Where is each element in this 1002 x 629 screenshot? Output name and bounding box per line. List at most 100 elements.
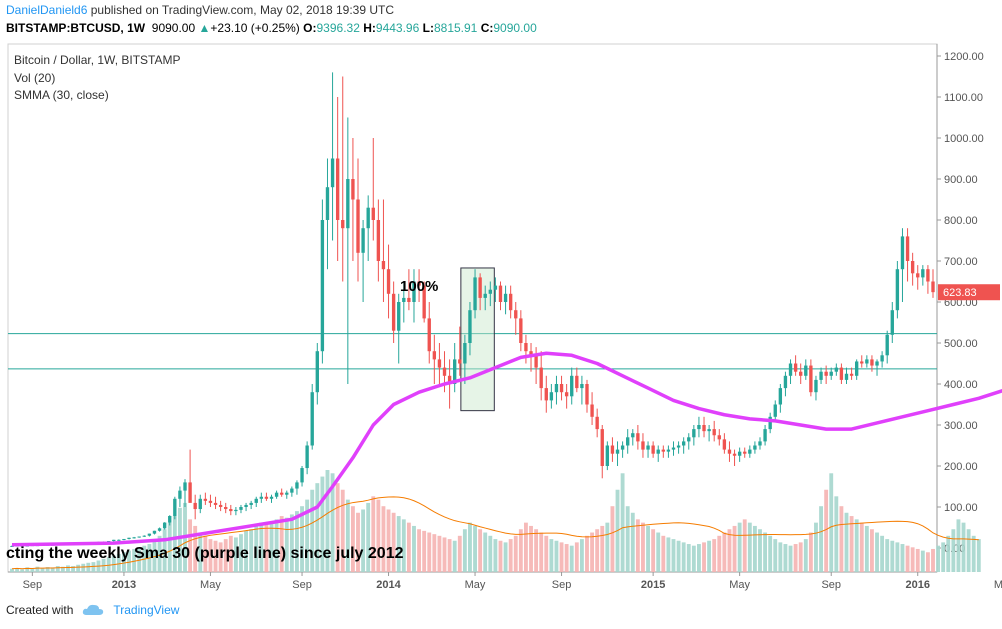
volume-bar [228, 535, 233, 572]
y-tick-label: 700.00 [944, 256, 978, 268]
candle-body [427, 318, 431, 352]
candle-body [112, 539, 116, 542]
candle-body [366, 207, 370, 229]
y-tick-label: 1100.00 [944, 92, 983, 104]
volume-bar [437, 535, 442, 572]
candle-body [442, 367, 447, 376]
candle-body [168, 516, 172, 523]
volume-bar [605, 522, 610, 572]
volume-bar [116, 553, 121, 572]
candle-body [447, 375, 452, 384]
candle-body [376, 220, 381, 261]
x-tick-label: 2014 [376, 579, 401, 591]
author-link[interactable]: DanielDanield6 [6, 3, 88, 17]
x-tick-label: Sep [821, 579, 841, 591]
candle-body [895, 269, 900, 311]
volume-bar [86, 562, 91, 572]
volume-bar [544, 535, 549, 572]
candle-body [585, 384, 589, 405]
candle-body [295, 482, 299, 489]
candle-body [142, 535, 146, 537]
volume-bar [534, 529, 539, 572]
volume-bar [839, 506, 844, 572]
candle-body [646, 445, 650, 450]
candle-body [458, 359, 462, 364]
volume-bar [646, 525, 650, 572]
candle-body [885, 334, 889, 356]
volume-bar [666, 537, 671, 572]
volume-bar [798, 542, 803, 572]
candle-body [280, 492, 284, 495]
x-tick-label: 2016 [905, 579, 929, 591]
candle-body [931, 281, 935, 293]
volume-bar [66, 565, 70, 572]
candle-body [208, 500, 213, 503]
candle-body [264, 496, 269, 499]
volume-bar [381, 506, 386, 572]
volume-bar [356, 512, 360, 572]
volume-bar [763, 532, 768, 572]
volume-bar [890, 540, 895, 572]
volume-bar [132, 548, 137, 572]
candle-body [320, 220, 325, 352]
volume-bar [783, 544, 788, 572]
candle-body [300, 468, 304, 483]
candle-body [432, 351, 437, 360]
volume-bar [493, 539, 498, 572]
x-tick-label: Sep [292, 579, 312, 591]
volume-bar [722, 532, 727, 572]
volume-bar [697, 544, 701, 572]
candle-body [814, 379, 818, 393]
candle-body [310, 392, 314, 446]
low-value: 8815.91 [433, 21, 478, 35]
volume-bar [752, 525, 757, 572]
volume-bar [625, 506, 630, 572]
candle-body [417, 281, 421, 286]
tradingview-link[interactable]: TradingView [113, 603, 180, 617]
volume-bar [50, 567, 55, 572]
volume-bar [167, 522, 172, 572]
smma-legend: SMMA (30, close) [14, 88, 109, 102]
candle-body [391, 293, 396, 331]
candle-body [809, 365, 813, 393]
candle-body [259, 496, 264, 499]
volume-bar [671, 539, 676, 572]
candle-body [666, 449, 671, 452]
volume-bar [488, 535, 493, 572]
volume-bar [279, 516, 284, 572]
volume-bar [747, 522, 752, 572]
candle-body [570, 375, 574, 397]
candle-body [117, 539, 121, 541]
candle-body [758, 441, 762, 446]
candle-body [580, 384, 584, 389]
x-tick-label: Sep [23, 579, 43, 591]
volume-bar [641, 522, 645, 572]
volume-bar [432, 534, 437, 572]
volume-bar [172, 516, 177, 572]
candle-body [875, 361, 879, 366]
open-value: 9396.32 [316, 21, 360, 35]
candle-body [437, 359, 442, 368]
candle-body [641, 441, 645, 450]
volume-bar [300, 506, 304, 572]
volume-bar [81, 563, 86, 572]
volume-bar [554, 540, 559, 572]
candle-body [193, 502, 197, 510]
candle-body [651, 445, 655, 454]
candle-body [218, 504, 223, 507]
price-chart[interactable]: 1200.00 1100.00 1000.00 900.00 800.00 700.00 6… [0, 0, 1002, 600]
footer: Created with TradingView [6, 603, 179, 617]
volume-bar [925, 552, 930, 572]
candle-body [453, 359, 457, 384]
close-value: 9090.00 [493, 21, 537, 35]
volume-bar [788, 545, 793, 572]
candle-body [330, 158, 335, 188]
plot-area [7, 43, 938, 573]
candle-body [422, 285, 426, 319]
volume-bar [676, 540, 681, 572]
volume-bar [198, 532, 203, 572]
current-price-tag [938, 284, 1000, 301]
volume-bar [895, 542, 900, 572]
volume-bar [737, 522, 742, 572]
volume-bar [529, 525, 533, 572]
